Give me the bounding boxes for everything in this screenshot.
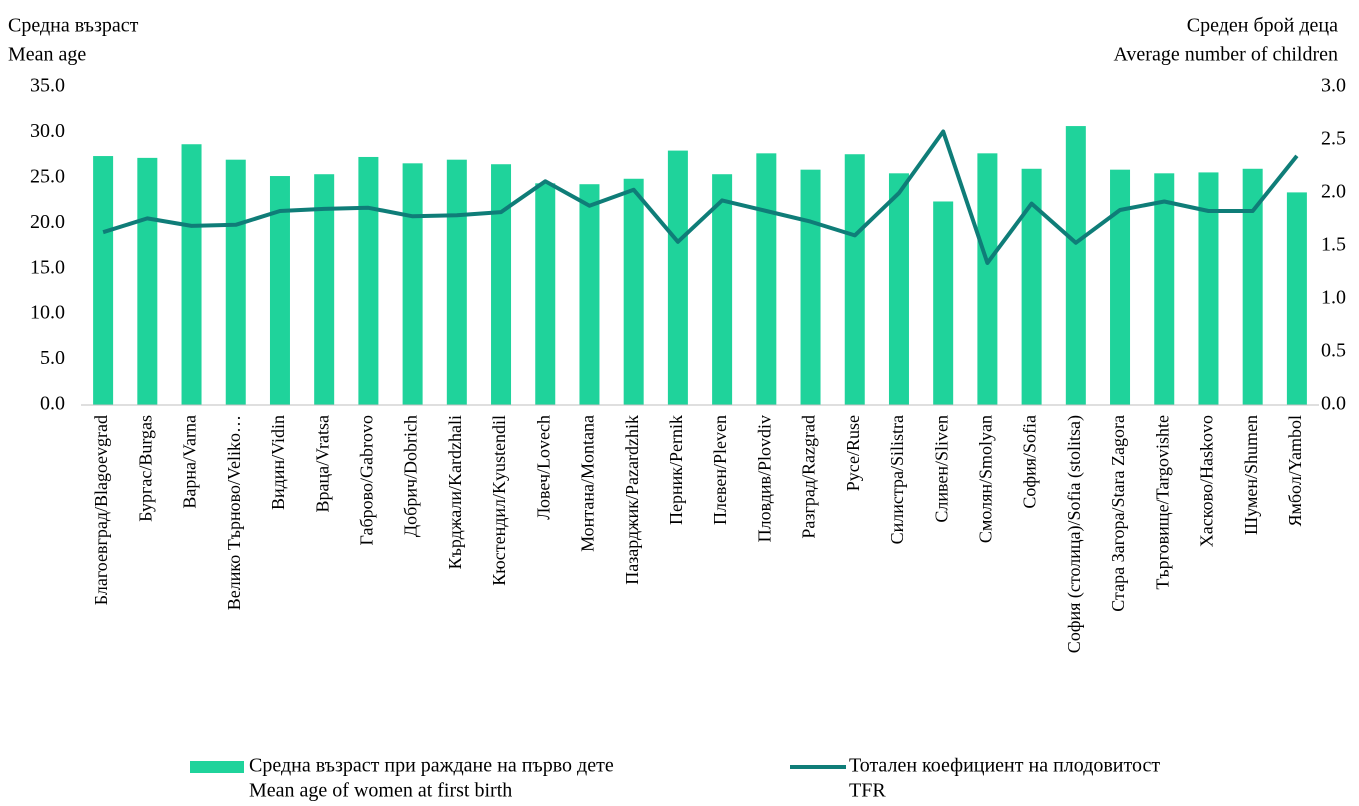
- x-tick-label: Кюстендил/Kyustendil: [489, 415, 509, 586]
- bar: [137, 157, 158, 405]
- y2-tick-label: 0.5: [1321, 340, 1346, 362]
- bar: [1198, 172, 1219, 405]
- x-tick-label: Враца/Vratsa: [312, 415, 332, 513]
- x-tick-label: Хасково/Haskovo: [1197, 415, 1217, 547]
- x-tick-label: София/Sofia: [1020, 415, 1040, 509]
- bar: [314, 174, 335, 405]
- bar: [844, 154, 865, 405]
- y2-tick-label: 0.0: [1321, 393, 1346, 415]
- bar: [269, 176, 290, 405]
- x-tick-label: Благоевград/Blagoevgrad: [91, 415, 111, 605]
- x-tick-label: Добрич/Dobrich: [401, 415, 421, 537]
- bar: [93, 156, 114, 405]
- y2-tick-label: 2.5: [1321, 128, 1346, 150]
- legend-label: Тотален коефициент на плодовитост: [849, 755, 1160, 777]
- bar: [1110, 169, 1131, 405]
- x-tick-label: Бургас/Burgas: [135, 415, 155, 522]
- x-tick-label: Ямбол/Yambol: [1285, 415, 1305, 527]
- y-tick-label: 10.0: [30, 302, 65, 324]
- bar: [800, 169, 821, 405]
- legend-label: TFR: [849, 780, 886, 802]
- y2-tick-label: 2.0: [1321, 181, 1346, 203]
- x-tick-label: Сливен/Sliven: [931, 415, 951, 523]
- bar: [623, 178, 644, 405]
- y-tick-label: 30.0: [30, 120, 65, 142]
- x-tick-label: Велико Търново/Veliko…: [224, 415, 244, 610]
- line: [102, 129, 1299, 265]
- x-tick-label: Видин/Vidin: [268, 415, 288, 510]
- x-tick-label: Кърджали/Kardzhali: [445, 415, 465, 569]
- bar: [756, 153, 777, 405]
- x-tick-label: Силистра/Silistra: [887, 415, 907, 544]
- x-tick-label: Пазарджик/Pazardzhik: [622, 415, 642, 585]
- y-axis-title: Средна възраст: [8, 15, 139, 37]
- x-tick-label: Ловеч/Lovech: [533, 415, 553, 520]
- x-tick-label: Габрово/Gabrovo: [357, 415, 377, 545]
- bar: [1154, 173, 1175, 405]
- bar: [358, 156, 379, 405]
- x-tick-label: Перник/Pernik: [666, 415, 686, 525]
- bar: [491, 164, 512, 405]
- bar: [535, 183, 556, 405]
- x-tick-label: Стара Загора/Stara Zagora: [1108, 415, 1128, 612]
- x-tick-label: Пловдив/Plovdiv: [754, 415, 774, 542]
- bar: [579, 184, 600, 405]
- bar: [888, 173, 909, 405]
- x-tick-label: Монтана/Montana: [578, 415, 598, 552]
- y2-tick-label: 1.5: [1321, 234, 1346, 256]
- bar: [1242, 168, 1263, 405]
- bar: [1286, 192, 1307, 405]
- x-tick-label: Шумен/Shumen: [1241, 415, 1261, 535]
- x-tick-label: Търговище/Targovishte: [1152, 415, 1172, 590]
- legend-label: Средна възраст при раждане на първо дете: [249, 755, 614, 777]
- y-tick-label: 0.0: [40, 393, 65, 415]
- y-tick-label: 25.0: [30, 165, 65, 187]
- legend-label: Mean age of women at first birth: [249, 780, 512, 802]
- bar: [402, 163, 423, 405]
- x-tick-label: София (столица)/Sofia (stolitsa): [1064, 415, 1085, 653]
- y2-tick-label: 3.0: [1321, 75, 1346, 97]
- bar: [225, 159, 246, 405]
- bar: [181, 144, 202, 406]
- x-tick-label: Русе/Ruse: [843, 415, 863, 491]
- x-tick-label: Варна/Varna: [180, 415, 200, 509]
- bar: [712, 174, 733, 405]
- y2-axis-title: Average number of children: [1113, 44, 1338, 66]
- bar: [1021, 168, 1042, 405]
- x-tick-label: Разград/Razgrad: [799, 415, 819, 539]
- y-tick-label: 35.0: [30, 75, 65, 97]
- bar: [933, 201, 954, 405]
- bar: [446, 159, 467, 405]
- y2-axis-title: Среден брой деца: [1187, 15, 1338, 37]
- bar: [977, 153, 998, 405]
- x-tick-label: Плевен/Pleven: [710, 415, 730, 525]
- y2-tick-label: 1.0: [1321, 287, 1346, 309]
- bar: [667, 150, 688, 405]
- y-tick-label: 15.0: [30, 256, 65, 278]
- x-tick-label: Смолян/Smolyan: [976, 415, 996, 543]
- y-tick-label: 5.0: [40, 347, 65, 369]
- y-axis-title: Mean age: [8, 44, 86, 66]
- legend-swatch: [190, 761, 244, 773]
- y-tick-label: 20.0: [30, 211, 65, 233]
- bar: [1065, 126, 1086, 405]
